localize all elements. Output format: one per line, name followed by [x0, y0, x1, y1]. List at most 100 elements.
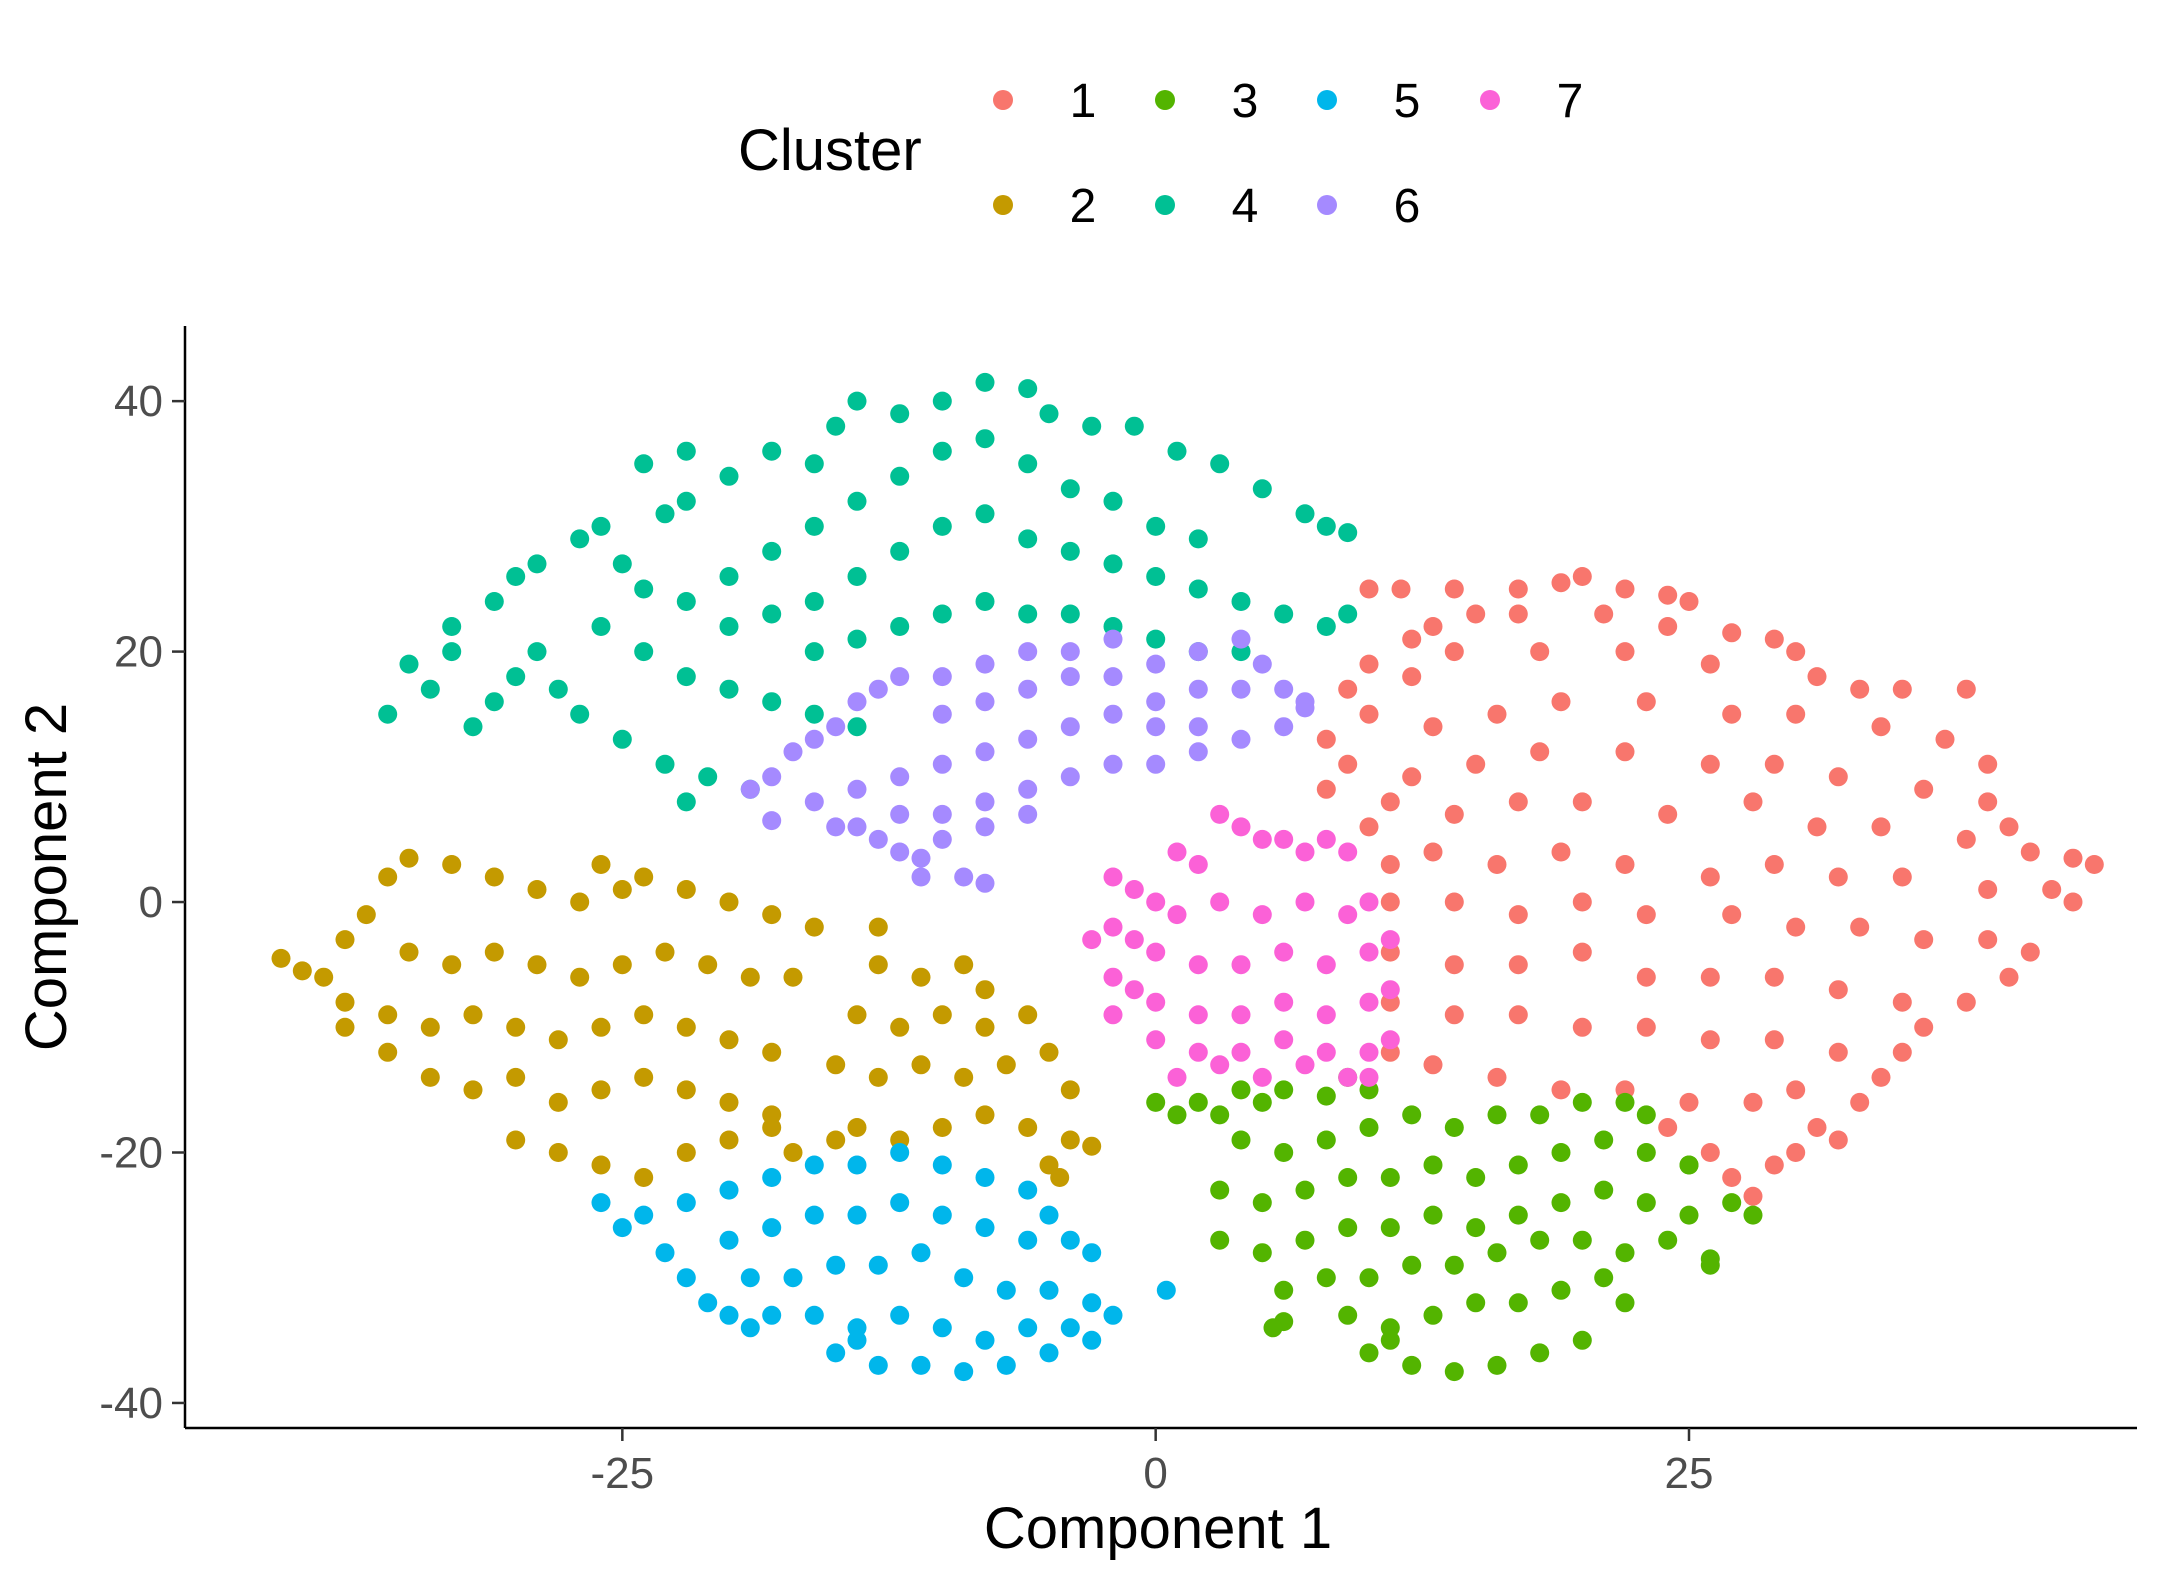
data-point: [1764, 1030, 1784, 1050]
legend-swatch: [1317, 195, 1337, 215]
data-point: [1572, 1092, 1592, 1112]
data-point: [1786, 642, 1806, 662]
data-point: [378, 1042, 398, 1062]
data-point: [676, 1080, 696, 1100]
data-point: [847, 391, 867, 411]
data-point: [1615, 579, 1635, 599]
points-layer: [271, 372, 2104, 1382]
data-point: [1018, 679, 1038, 699]
data-point: [1423, 1055, 1443, 1075]
legend-label: 7: [1557, 75, 1584, 128]
data-point: [719, 1180, 739, 1200]
data-point: [1231, 1130, 1251, 1150]
data-point: [634, 867, 654, 887]
legend-entry-2: 2: [993, 180, 1096, 233]
data-point: [1380, 930, 1400, 950]
data-point: [826, 416, 846, 436]
data-point: [506, 1067, 526, 1087]
data-point: [1423, 842, 1443, 862]
data-point: [1146, 1092, 1166, 1112]
data-point: [1060, 1230, 1080, 1250]
data-point: [762, 767, 782, 787]
data-point: [1700, 1255, 1720, 1275]
data-point: [975, 1017, 995, 1037]
data-point: [1124, 930, 1144, 950]
data-point: [975, 372, 995, 392]
data-point: [1338, 1305, 1358, 1325]
data-point: [1082, 1243, 1102, 1263]
data-point: [975, 654, 995, 674]
data-point: [826, 1255, 846, 1275]
data-point: [932, 667, 952, 687]
data-point: [1636, 1105, 1656, 1125]
data-point: [1082, 1330, 1102, 1350]
data-point: [911, 1055, 931, 1075]
data-point: [1807, 667, 1827, 687]
data-point: [804, 642, 824, 662]
data-point: [1039, 1042, 1059, 1062]
data-point: [1572, 1230, 1592, 1250]
data-point: [484, 867, 504, 887]
data-point: [634, 1005, 654, 1025]
data-point: [612, 880, 632, 899]
data-point: [655, 754, 675, 774]
data-point: [1551, 842, 1571, 862]
data-point: [1018, 379, 1038, 399]
data-point: [932, 829, 952, 849]
data-point: [1316, 1130, 1336, 1150]
data-point: [1274, 829, 1294, 849]
data-point: [911, 1355, 931, 1375]
data-point: [932, 804, 952, 824]
y-tick-label: 40: [114, 377, 163, 426]
data-point: [1444, 1255, 1464, 1275]
data-point: [762, 1168, 782, 1187]
data-point: [612, 554, 632, 574]
data-point: [1444, 1362, 1464, 1382]
data-point: [1252, 1067, 1272, 1087]
data-point: [1679, 1092, 1699, 1112]
data-point: [1082, 416, 1102, 436]
data-point: [1316, 1005, 1336, 1025]
data-point: [676, 1017, 696, 1037]
data-point: [2042, 880, 2062, 899]
data-point: [1636, 967, 1656, 987]
data-point: [1700, 1030, 1720, 1050]
data-point: [1594, 1180, 1614, 1200]
data-point: [1508, 1155, 1528, 1175]
data-point: [527, 642, 547, 662]
data-point: [996, 1055, 1016, 1075]
data-point: [399, 654, 419, 674]
data-point: [1188, 717, 1208, 737]
data-point: [1231, 1042, 1251, 1062]
legend-label: 4: [1232, 180, 1259, 233]
data-point: [1850, 679, 1870, 699]
data-point: [1807, 817, 1827, 837]
data-point: [1636, 1017, 1656, 1037]
data-point: [676, 592, 696, 611]
data-point: [1210, 454, 1230, 474]
data-point: [1871, 717, 1891, 737]
data-point: [1828, 1130, 1848, 1150]
data-point: [890, 1017, 910, 1037]
data-point: [890, 617, 910, 636]
data-point: [1167, 441, 1187, 461]
data-point: [1060, 642, 1080, 662]
data-point: [1338, 679, 1358, 699]
data-point: [399, 942, 419, 962]
data-point: [484, 692, 504, 712]
data-point: [442, 642, 462, 662]
data-point: [1359, 1118, 1379, 1137]
data-point: [1146, 654, 1166, 674]
legend-entry-3: 3: [1155, 75, 1258, 128]
data-point: [1316, 829, 1336, 849]
data-point: [1231, 679, 1251, 699]
data-point: [676, 792, 696, 812]
data-point: [1636, 1193, 1656, 1213]
data-point: [1188, 529, 1208, 549]
legend-swatch: [993, 195, 1013, 215]
data-point: [591, 855, 611, 874]
data-point: [1914, 779, 1934, 799]
data-point: [1210, 1180, 1230, 1200]
data-point: [1572, 792, 1592, 812]
data-point: [890, 1193, 910, 1213]
